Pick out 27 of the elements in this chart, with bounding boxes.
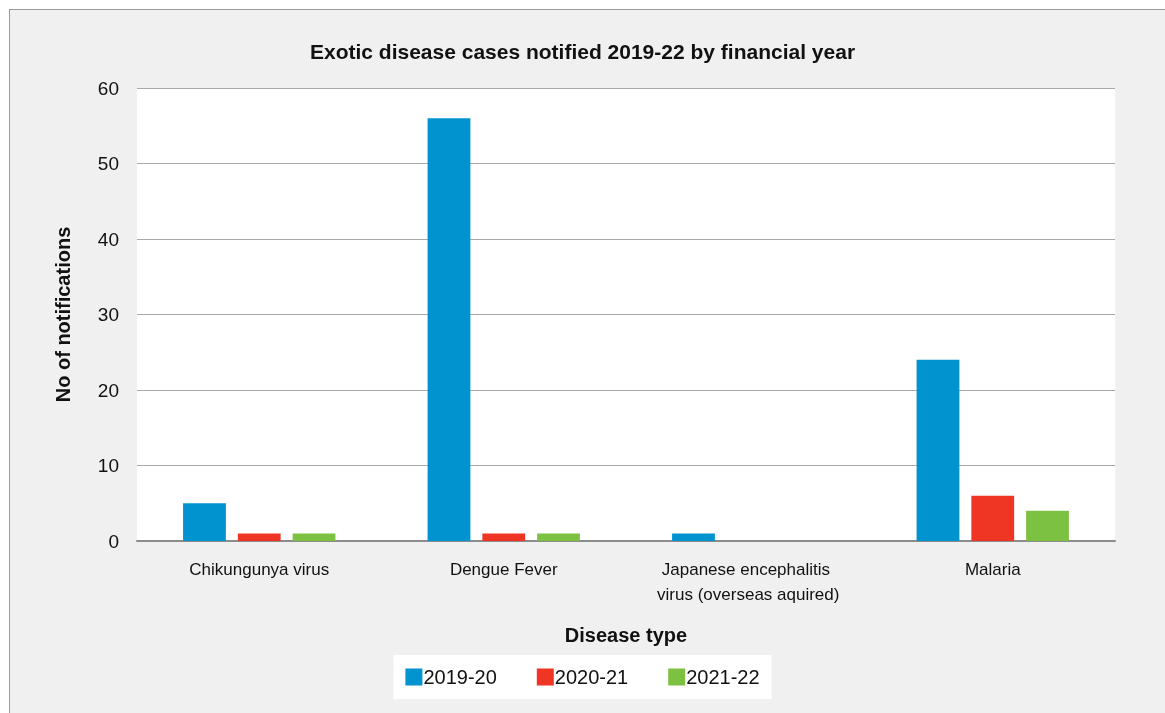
bar (482, 533, 526, 541)
y-tick-label: 30 (97, 304, 119, 325)
legend-label: 2021-22 (686, 666, 760, 688)
bar (183, 503, 226, 541)
bar (971, 495, 1015, 541)
y-tick-label: 0 (108, 530, 119, 552)
bar (1026, 510, 1069, 541)
x-tick-label: Chikungunya virus (189, 560, 330, 579)
bar (237, 533, 281, 541)
bar (916, 359, 960, 541)
y-tick-label: 20 (97, 379, 119, 401)
x-tick-label: Malaria (964, 560, 1022, 579)
y-axis-title: No of notifications (52, 226, 74, 403)
bar (672, 533, 715, 541)
legend-label: 2019-20 (423, 666, 497, 688)
y-tick-label: 10 (97, 455, 119, 476)
y-tick-label: 60 (97, 77, 119, 99)
x-tick-label: Dengue Fever (449, 560, 558, 579)
y-tick-label: 50 (97, 153, 119, 174)
bar (292, 533, 336, 541)
chart-title: Exotic disease cases notified 2019-22 by financial year (309, 40, 856, 63)
y-tick-label: 40 (97, 228, 119, 250)
bar (427, 118, 471, 541)
legend-label: 2020-21 (554, 666, 629, 688)
x-tick-label: Japanese encephalitis virus (overseas aquired) (657, 560, 840, 604)
bar (537, 533, 580, 541)
x-axis-title: Disease type (564, 624, 688, 646)
